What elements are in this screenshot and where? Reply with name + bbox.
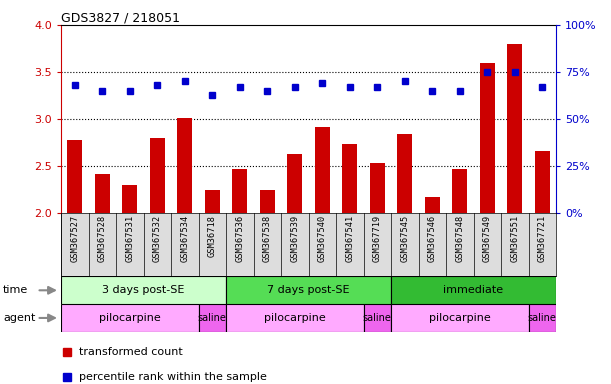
Bar xyxy=(452,169,467,213)
Bar xyxy=(95,174,110,213)
Text: GSM367528: GSM367528 xyxy=(98,215,107,262)
Bar xyxy=(150,138,165,213)
Text: GSM367540: GSM367540 xyxy=(318,215,327,262)
Text: pilocarpine: pilocarpine xyxy=(99,313,161,323)
Bar xyxy=(61,276,226,304)
Bar xyxy=(425,197,440,213)
Text: GSM367548: GSM367548 xyxy=(455,215,464,262)
Text: transformed count: transformed count xyxy=(79,347,183,357)
Text: GSM367545: GSM367545 xyxy=(400,215,409,262)
Bar xyxy=(205,190,220,213)
Text: GSM367539: GSM367539 xyxy=(290,215,299,262)
Bar xyxy=(391,276,556,304)
Bar xyxy=(364,304,391,332)
Text: GSM367546: GSM367546 xyxy=(428,215,437,262)
Text: saline: saline xyxy=(528,313,557,323)
Bar xyxy=(61,304,199,332)
Text: immediate: immediate xyxy=(444,285,503,295)
Text: agent: agent xyxy=(3,313,35,323)
Text: GSM367551: GSM367551 xyxy=(510,215,519,262)
Text: percentile rank within the sample: percentile rank within the sample xyxy=(79,372,267,382)
Bar xyxy=(287,154,302,213)
Text: GSM367538: GSM367538 xyxy=(263,215,272,262)
Text: GSM367536: GSM367536 xyxy=(235,215,244,262)
Bar xyxy=(260,190,275,213)
Text: GSM367719: GSM367719 xyxy=(373,215,382,262)
Bar xyxy=(507,44,522,213)
Text: GSM36718: GSM36718 xyxy=(208,215,217,257)
Text: pilocarpine: pilocarpine xyxy=(429,313,491,323)
Text: 3 days post-SE: 3 days post-SE xyxy=(103,285,185,295)
Bar xyxy=(391,304,529,332)
Text: saline: saline xyxy=(363,313,392,323)
Bar xyxy=(397,134,412,213)
Bar xyxy=(199,304,226,332)
Bar xyxy=(370,163,385,213)
Text: saline: saline xyxy=(198,313,227,323)
Bar xyxy=(226,304,364,332)
Bar xyxy=(177,118,192,213)
Bar xyxy=(67,140,82,213)
Bar xyxy=(226,276,391,304)
Text: GSM367532: GSM367532 xyxy=(153,215,162,262)
Bar xyxy=(315,127,330,213)
Text: GSM367531: GSM367531 xyxy=(125,215,134,262)
Text: GSM367541: GSM367541 xyxy=(345,215,354,262)
Text: GDS3827 / 218051: GDS3827 / 218051 xyxy=(61,12,180,25)
Text: 7 days post-SE: 7 days post-SE xyxy=(267,285,350,295)
Text: GSM367721: GSM367721 xyxy=(538,215,547,262)
Text: time: time xyxy=(3,285,28,295)
Bar xyxy=(480,63,495,213)
Bar xyxy=(535,151,550,213)
Text: pilocarpine: pilocarpine xyxy=(264,313,326,323)
Bar xyxy=(122,185,137,213)
Text: GSM367527: GSM367527 xyxy=(70,215,79,262)
Text: GSM367534: GSM367534 xyxy=(180,215,189,262)
Bar xyxy=(232,169,247,213)
Bar xyxy=(342,144,357,213)
Bar xyxy=(529,304,556,332)
Text: GSM367549: GSM367549 xyxy=(483,215,492,262)
